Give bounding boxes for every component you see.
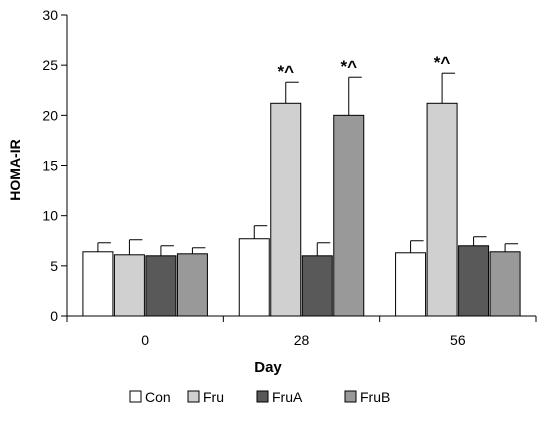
bar-frub [489,251,521,317]
x-tick-label: 0 [141,332,149,348]
x-tick-label: 56 [450,332,466,348]
plot-area: 0 5 10 15 20 25 30 0 28 *^ *^ 56 *^ [42,7,537,348]
legend-label-frua: FruA [272,389,303,405]
legend-swatch-con [129,390,142,403]
legend-label-fru: Fru [203,389,224,405]
bar-con [238,238,270,317]
legend-swatch-fru [187,390,200,403]
x-axis-title: Day [254,359,282,376]
legend-swatch-frua [256,390,269,403]
bar-frua [301,255,333,317]
x-tick-label: 28 [294,332,310,348]
bar-fru [426,102,458,317]
y-tick-label: 5 [50,258,58,274]
y-tick-label: 20 [42,107,58,123]
legend-label-con: Con [145,389,171,405]
y-tick-label: 0 [50,308,58,324]
y-axis-title: HOMA-IR [7,139,23,200]
legend-label-frub: FruB [360,389,390,405]
y-tick-label: 15 [42,158,58,174]
y-tick-label: 30 [42,7,58,23]
bar-frua [145,255,177,317]
bar-frua [458,245,490,317]
significance-marker: *^ [434,53,451,72]
bar-con [395,252,427,317]
bar-fru [113,254,145,317]
bar-frub [333,114,365,317]
legend: Con Fru FruA FruB [129,389,390,405]
significance-marker: *^ [340,57,357,76]
bar-con [82,251,114,317]
y-tick-label: 10 [42,208,58,224]
bar-frub [176,253,208,317]
bar-fru [270,102,302,317]
significance-marker: *^ [277,62,294,81]
legend-swatch-frub [344,390,357,403]
y-tick-label: 25 [42,57,58,73]
